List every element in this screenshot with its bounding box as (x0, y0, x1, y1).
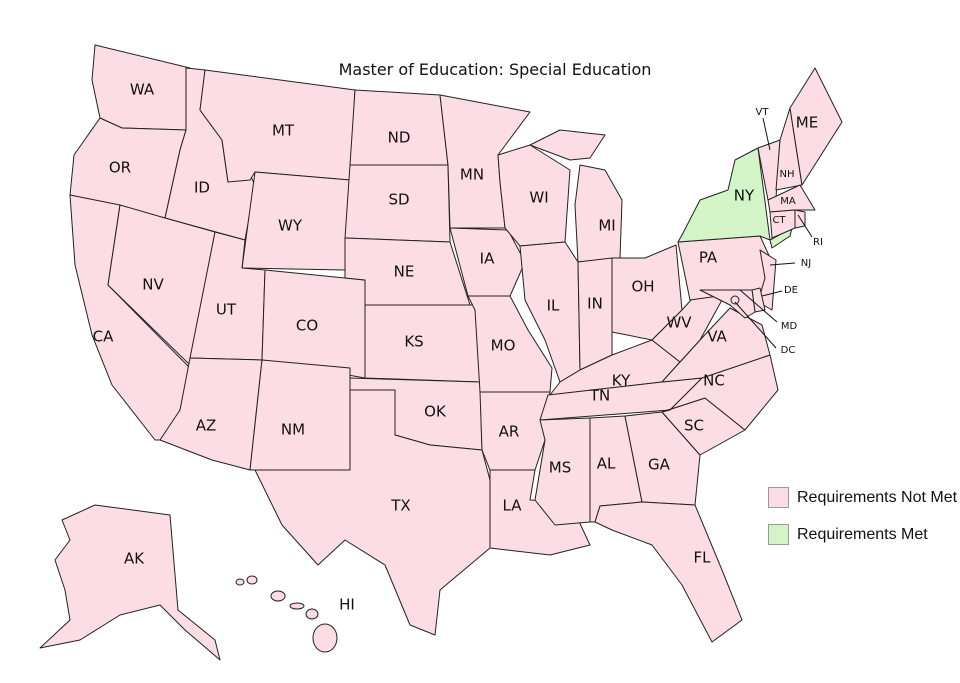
label-LA: LA (503, 497, 523, 515)
label-AL: AL (597, 455, 616, 473)
state-NM[interactable] (249, 359, 351, 471)
label-NC: NC (703, 372, 725, 390)
label-CO: CO (296, 317, 318, 335)
label-FL: FL (694, 549, 712, 567)
label-WV: WV (666, 314, 692, 332)
state-MA[interactable] (767, 184, 816, 213)
legend-item-not-met: Requirements Not Met (768, 487, 957, 508)
label-NH: NH (780, 169, 795, 180)
leader-lines (734, 117, 813, 349)
legend-swatch-not-met (768, 487, 789, 508)
state-MI-upper[interactable] (529, 129, 606, 161)
state-AK[interactable] (39, 504, 221, 661)
state-IA[interactable] (449, 227, 526, 297)
label-AZ: AZ (196, 417, 217, 435)
label-IA: IA (480, 250, 495, 268)
state-MO[interactable] (467, 295, 553, 393)
label-NE: NE (394, 263, 415, 281)
label-VT: VT (756, 107, 770, 118)
label-MA: MA (780, 196, 796, 207)
label-GA: GA (648, 456, 671, 474)
label-PA: PA (699, 249, 718, 267)
label-MN: MN (460, 166, 484, 184)
label-WY: WY (278, 217, 303, 235)
label-KS: KS (404, 333, 423, 351)
label-MO: MO (491, 337, 516, 355)
state-GA[interactable] (624, 411, 701, 506)
label-RI: RI (813, 237, 823, 248)
label-NY: NY (734, 187, 755, 205)
state-HI[interactable] (235, 575, 338, 653)
state-NY[interactable] (677, 147, 771, 243)
label-HI: HI (339, 596, 355, 614)
label-KY: KY (612, 372, 631, 390)
legend-item-met: Requirements Met (768, 524, 928, 545)
legend-label-met: Requirements Met (797, 525, 928, 543)
label-DC: DC (781, 345, 796, 356)
label-CA: CA (93, 328, 114, 346)
state-IN[interactable] (577, 257, 613, 371)
label-VA: VA (707, 328, 727, 346)
label-ID: ID (194, 179, 210, 197)
label-MD: MD (781, 321, 798, 332)
label-NM: NM (281, 421, 305, 439)
label-MS: MS (549, 459, 571, 477)
state-LA[interactable] (489, 469, 591, 556)
state-DC[interactable] (730, 295, 740, 305)
state-MD[interactable] (699, 289, 756, 319)
label-IL: IL (547, 297, 560, 315)
legend-swatch-met (768, 524, 789, 545)
label-SD: SD (388, 191, 409, 209)
label-ME: ME (796, 114, 818, 132)
label-TX: TX (390, 497, 410, 515)
label-DE: DE (784, 285, 798, 296)
label-UT: UT (216, 301, 237, 319)
state-MI[interactable] (574, 164, 623, 263)
label-SC: SC (684, 417, 704, 435)
label-OR: OR (109, 159, 131, 177)
label-MT: MT (272, 122, 295, 140)
label-AR: AR (499, 423, 520, 441)
legend-label-not-met: Requirements Not Met (797, 488, 958, 506)
state-ND[interactable] (349, 89, 449, 166)
label-OH: OH (631, 278, 654, 296)
label-WI: WI (529, 189, 548, 207)
label-ND: ND (388, 129, 411, 147)
state-ME[interactable] (789, 67, 843, 186)
map-title: Master of Education: Special Education (338, 60, 652, 79)
label-AK: AK (124, 550, 145, 568)
label-OK: OK (424, 403, 447, 421)
state-FL[interactable] (594, 501, 743, 643)
state-NC[interactable] (661, 354, 779, 431)
label-MI: MI (598, 217, 615, 235)
label-NV: NV (142, 276, 164, 294)
label-IN: IN (587, 295, 603, 313)
label-NJ: NJ (801, 258, 811, 269)
label-WA: WA (130, 81, 155, 99)
label-CT: CT (772, 215, 786, 226)
state-TX[interactable] (254, 389, 491, 636)
label-TN: TN (589, 387, 610, 405)
